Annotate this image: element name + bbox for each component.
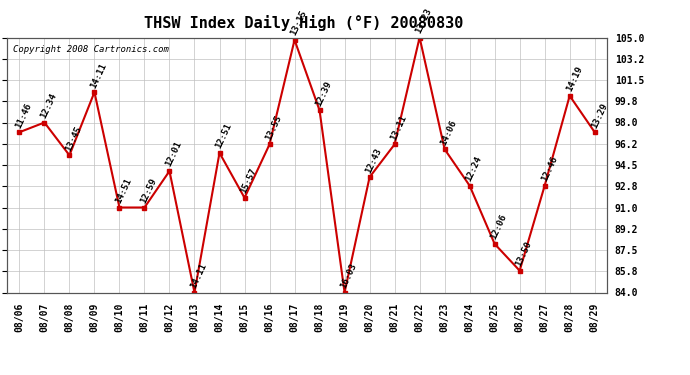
Text: 12:39: 12:39 — [314, 80, 334, 108]
Text: Copyright 2008 Cartronics.com: Copyright 2008 Cartronics.com — [13, 45, 169, 54]
Text: 13:29: 13:29 — [589, 101, 609, 129]
Text: 12:51: 12:51 — [214, 122, 234, 150]
Text: 12:24: 12:24 — [464, 155, 484, 183]
Text: 15:57: 15:57 — [239, 167, 259, 195]
Text: 14:11: 14:11 — [189, 261, 208, 290]
Text: 12:43: 12:43 — [364, 146, 384, 174]
Text: 13:45: 13:45 — [64, 124, 83, 153]
Text: 14:19: 14:19 — [564, 65, 584, 93]
Text: 14:51: 14:51 — [114, 177, 134, 205]
Text: 12:34: 12:34 — [39, 92, 59, 120]
Text: THSW Index Daily High (°F) 20080830: THSW Index Daily High (°F) 20080830 — [144, 15, 463, 31]
Text: 13:50: 13:50 — [514, 240, 534, 268]
Text: 16:03: 16:03 — [339, 261, 359, 290]
Text: 11:46: 11:46 — [14, 101, 34, 129]
Text: 13:15: 13:15 — [289, 9, 308, 37]
Text: 12:01: 12:01 — [164, 140, 184, 168]
Text: 14:06: 14:06 — [440, 118, 459, 146]
Text: 12:06: 12:06 — [489, 213, 509, 241]
Text: 13:11: 13:11 — [389, 113, 408, 142]
Text: 13:55: 13:55 — [264, 113, 284, 142]
Text: 12:46: 12:46 — [540, 155, 559, 183]
Text: 13:23: 13:23 — [414, 6, 434, 35]
Text: 12:59: 12:59 — [139, 177, 159, 205]
Text: 14:11: 14:11 — [89, 61, 108, 89]
